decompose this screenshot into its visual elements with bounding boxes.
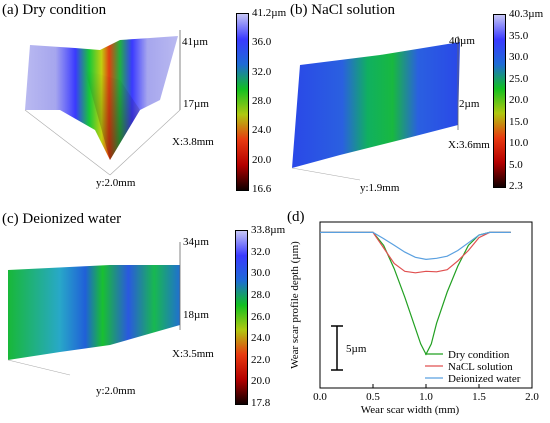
panel-a-label: (a) Dry condition: [2, 2, 107, 18]
series-line-0: [320, 231, 511, 356]
panel-a-colorbar-tick: 28.0: [252, 95, 272, 107]
panel-d-label: (d): [287, 209, 305, 225]
panel-a-colorbar-tick: 36.0: [252, 36, 272, 49]
panel-b-colorbar-tick: 15.0: [509, 115, 529, 128]
panel-c-xlen: X:3.5mm: [172, 348, 214, 360]
panel-b-colorbar-tick: 25.0: [509, 72, 529, 85]
panel-c-colorbar-tick: 17.8: [251, 397, 271, 409]
x-axis-label: Wear scar width (mm): [361, 404, 460, 416]
panel-b-zmid: 2µm: [459, 98, 480, 110]
panel-a-xlen: X:3.8mm: [172, 136, 214, 148]
x-tick-label: 1.0: [419, 391, 433, 403]
panel-c-colorbar-tick: 32.0: [251, 245, 271, 258]
panel-b-ylen: y:1.9mm: [360, 182, 400, 194]
panel-b-colorbar: [493, 14, 506, 188]
panel-b-colorbar-tick: 2.3: [509, 180, 523, 192]
panel-c-surface: [7, 242, 181, 376]
panel-a-colorbar-tick: 24.0: [252, 124, 272, 137]
panel-c-surface-body: [8, 265, 180, 360]
panel-a-colorbar-tick: 32.0: [252, 65, 272, 78]
panel-c-colorbar-tick: 20.0: [251, 375, 271, 388]
legend-label: NaCL solution: [448, 361, 513, 373]
panel-b-colorbar-tick: 30.0: [509, 51, 529, 63]
panel-c-colorbar-tick: 28.0: [251, 288, 271, 301]
panel-a-colorbar-tick: 16.6: [252, 183, 272, 195]
panel-c-label: (c) Deionized water: [2, 211, 122, 227]
panel-c-colorbar-tick: 26.0: [251, 310, 271, 323]
legend-label: Deionized water: [448, 373, 521, 385]
panel-c-colorbar-tick: 24.0: [251, 332, 271, 345]
panel-b-zmax: 40µm: [449, 35, 475, 47]
panel-a-colorbar: [236, 13, 249, 191]
panel-b-colorbar-tick: 40.3µm: [509, 8, 544, 20]
panel-a-ylen: y:2.0mm: [96, 177, 136, 189]
panel-a-groove: [85, 70, 140, 160]
x-tick-label: 1.5: [472, 391, 486, 403]
panel-b-surface-body: [292, 42, 460, 168]
series-line-2: [320, 231, 511, 261]
panel-c-colorbar-tick: 33.8µm: [251, 224, 286, 236]
panel-c-colorbar: [235, 230, 248, 405]
panel-c-ylen: y:2.0mm: [96, 385, 136, 397]
panel-b-colorbar-tick: 5.0: [509, 158, 523, 171]
panel-a-zmid: 17µm: [183, 98, 209, 110]
panel-c-colorbar-tick: 22.0: [251, 353, 271, 366]
panel-a-zmax: 41µm: [182, 36, 208, 48]
series-line-1: [320, 231, 511, 274]
panel-b-colorbar-tick: 35.0: [509, 29, 529, 42]
x-tick-label: 2.0: [525, 391, 539, 403]
panel-a-colorbar-tick: 20.0: [252, 153, 272, 166]
panel-b-colorbar-tick: 20.0: [509, 94, 529, 106]
panel-b-colorbar-tick: 10.0: [509, 137, 529, 149]
panel-a-surface: [24, 30, 181, 176]
panel-c-colorbar-tick: 30.0: [251, 267, 271, 280]
profile-chart: 0.0 0.5 1.0 1.5 2.0 5µm Wear scar width (mm)…: [289, 221, 539, 416]
x-tick-label: 0.5: [366, 391, 380, 403]
panel-b-surface: [291, 36, 460, 181]
panel-b-xlen: X:3.6mm: [448, 139, 490, 151]
panel-a-colorbar-tick: 41.2µm: [252, 7, 287, 19]
scale-bar-label: 5µm: [346, 343, 367, 355]
legend-label: Dry condition: [448, 349, 510, 361]
panel-b-label: (b) NaCl solution: [290, 2, 395, 18]
panel-c-zmax: 34µm: [183, 236, 209, 248]
y-axis-label: Wear scar profile depth (µm): [289, 241, 301, 369]
panel-c-zmid: 18µm: [183, 309, 209, 321]
x-tick-label: 0.0: [313, 391, 327, 403]
